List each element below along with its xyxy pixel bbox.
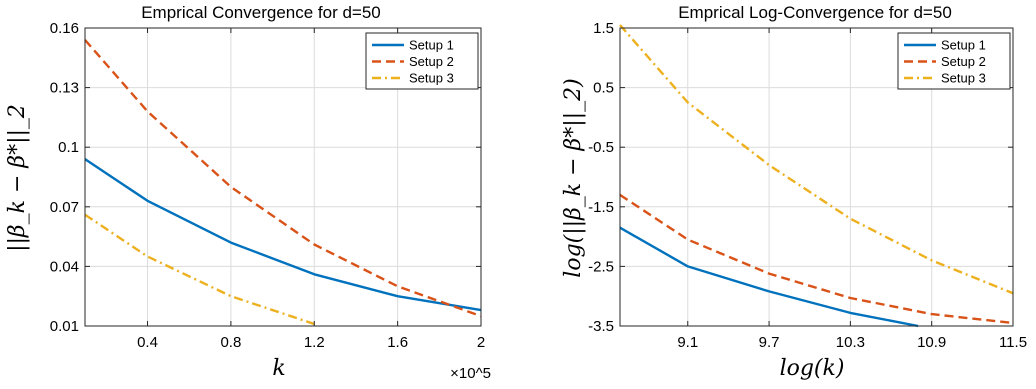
y-tick-label: -3.5	[588, 318, 614, 335]
legend-label: Setup 3	[941, 71, 986, 86]
legend-label: Setup 1	[941, 38, 986, 53]
x-tick-label: 1.2	[304, 334, 325, 351]
plot-area: 9.1 9.7 10.3 10.9 11.5 -3.5 -2.5 -1.5 -0.5 0.5 1.5…	[588, 20, 1027, 351]
y-tick-label: -2.5	[588, 258, 614, 275]
x-axis-label: k	[272, 356, 285, 381]
chart-panel-left: 0.4 0.8 1.2 1.6 2 0.01 0.04 0.07 0.1 0.13 0.16 Setu…	[5, 3, 491, 382]
series-line-setup-3	[619, 24, 1014, 295]
legend-label: Setup 3	[409, 71, 454, 86]
y-tick-label: 0.04	[50, 258, 79, 275]
series-line-setup-3	[84, 213, 315, 326]
legend-label: Setup 2	[941, 54, 986, 69]
y-tick-label: 1.5	[593, 20, 614, 37]
x-tick-label: 0.8	[220, 334, 241, 351]
y-tick-label: 0.13	[50, 80, 79, 97]
series-line-setup-1	[619, 226, 919, 328]
x-tick-label: 1.6	[387, 334, 408, 351]
x-tick-label: 9.1	[677, 334, 698, 351]
chart-panel-right: 9.1 9.7 10.3 10.9 11.5 -3.5 -2.5 -1.5 -0.5 0.5 1.5…	[561, 3, 1027, 381]
y-tick-label: 0.01	[50, 318, 79, 335]
legend-label: Setup 2	[409, 54, 454, 69]
axes-frame	[619, 27, 1014, 327]
series-line-setup-2	[84, 39, 482, 318]
y-tick-label: 0.5	[593, 80, 614, 97]
legend-label: Setup 1	[409, 38, 454, 53]
plot-area: 0.4 0.8 1.2 1.6 2 0.01 0.04 0.07 0.1 0.13 0.16 Setu…	[50, 20, 485, 351]
x-tick-label: 10.9	[917, 334, 946, 351]
x-tick-label: 9.7	[759, 334, 780, 351]
x-tick-label: 11.5	[999, 334, 1027, 351]
chart-title: Emprical Log-Convergence for d=50	[678, 3, 952, 22]
y-tick-label: 0.1	[58, 139, 79, 156]
chart-title: Emprical Convergence for d=50	[141, 3, 381, 22]
y-tick-label: 0.16	[50, 20, 79, 37]
x-tick-label: 2	[477, 334, 485, 351]
x-tick-label: 10.3	[836, 334, 865, 351]
y-axis-label: ||β_k − β*||_2	[5, 104, 30, 252]
legend-box	[897, 32, 1011, 90]
y-tick-label: 0.07	[50, 199, 79, 216]
legend-box	[365, 32, 479, 90]
series-line-setup-2	[619, 193, 1014, 325]
y-tick-label: -1.5	[588, 199, 614, 216]
x-axis-label: log(k)	[780, 356, 845, 381]
x-tick-label: 0.4	[137, 334, 158, 351]
y-axis-label: log(||β_k − β*||_2)	[561, 78, 586, 277]
series-line-setup-1	[84, 158, 482, 312]
y-tick-label: -0.5	[588, 139, 614, 156]
x-axis-multiplier: ×10^5	[450, 365, 491, 382]
axes-frame	[84, 27, 482, 327]
